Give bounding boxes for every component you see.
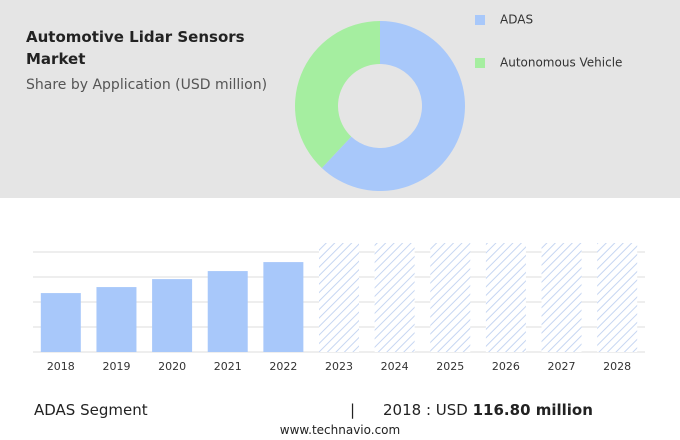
x-tick-label: 2018	[47, 360, 75, 373]
forecast-placeholder	[485, 243, 526, 352]
bar	[40, 293, 81, 352]
website: www.technavio.com	[279, 423, 401, 437]
chart-title: Automotive Lidar Sensors Market	[26, 28, 245, 68]
footer-year: 2018	[383, 401, 422, 419]
forecast-placeholder	[597, 243, 638, 352]
bar	[207, 271, 248, 352]
donut-slice	[295, 21, 380, 168]
footer-amount: 116.80 million	[472, 401, 593, 419]
x-tick-label: 2027	[548, 360, 576, 373]
bar	[96, 287, 137, 352]
x-tick-label: 2022	[269, 360, 297, 373]
forecast-placeholder	[319, 243, 359, 352]
legend-label: ADAS	[500, 13, 533, 27]
x-tick-label: 2024	[381, 360, 409, 373]
legend-label: Autonomous Vehicle	[500, 56, 622, 70]
footer-currency: USD	[435, 401, 468, 419]
legend-swatch	[475, 58, 485, 68]
footer-value: 2018 : USD 116.80 million	[383, 401, 593, 419]
x-tick-label: 2028	[603, 360, 631, 373]
x-tick-label: 2020	[158, 360, 186, 373]
forecast-placeholder	[374, 243, 415, 352]
forecast-placeholder	[541, 243, 582, 352]
footer-divider: |	[350, 401, 356, 419]
bar	[152, 279, 193, 352]
legend-swatch	[475, 15, 485, 25]
x-tick-label: 2025	[436, 360, 464, 373]
x-tick-label: 2021	[214, 360, 242, 373]
donut-slice	[321, 21, 466, 192]
forecast-placeholder	[430, 243, 471, 352]
chart-subtitle: Share by Application (USD million)	[26, 77, 268, 93]
x-tick-label: 2026	[492, 360, 520, 373]
footer-segment: ADAS Segment	[34, 401, 148, 419]
x-tick-label: 2019	[102, 360, 130, 373]
x-tick-label: 2023	[325, 360, 353, 373]
bar	[263, 262, 304, 352]
